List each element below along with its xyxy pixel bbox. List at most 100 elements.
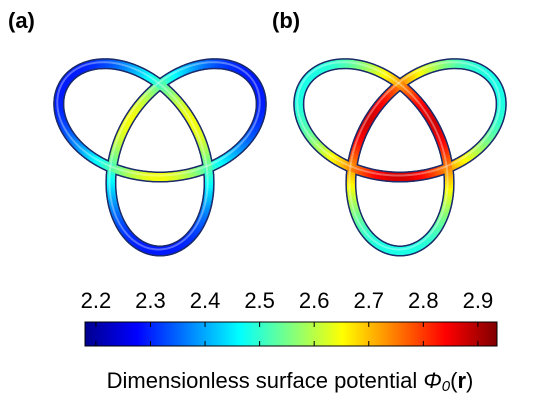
tube-shine — [496, 119, 497, 121]
tube-shine — [299, 114, 300, 116]
tube-shine — [316, 68, 318, 69]
tube-shine — [71, 138, 73, 140]
tube-shine — [357, 220, 358, 222]
tube-shine — [185, 67, 188, 68]
tube-shine — [120, 224, 121, 226]
tube-shine — [258, 90, 259, 92]
tube-shine — [498, 112, 499, 114]
label-text: Dimensionless surface potential — [107, 368, 424, 393]
knots — [57, 62, 501, 251]
tube-shine — [385, 247, 387, 248]
tube-shine — [483, 70, 485, 71]
tube-shine — [196, 131, 197, 134]
tube-shine — [445, 159, 446, 162]
tube-shine — [258, 114, 259, 116]
tube-shine — [189, 234, 190, 236]
tube-shine — [162, 79, 164, 81]
tube-shine — [299, 117, 300, 119]
tube-shine — [495, 83, 496, 85]
tube-shine — [373, 240, 375, 241]
tube-shine — [244, 71, 246, 72]
tube-shine — [255, 83, 256, 85]
tick-label: 2.9 — [463, 288, 494, 313]
tube-shine — [190, 171, 193, 172]
tube-shine — [420, 69, 423, 70]
tube-shine — [306, 131, 307, 133]
colorbar — [85, 322, 497, 346]
tube-shine — [331, 156, 333, 158]
tube-shine — [136, 242, 138, 243]
tube-shine — [65, 129, 66, 131]
tube-shine — [177, 243, 179, 244]
tube-shine — [167, 75, 170, 77]
tube-shine — [239, 143, 241, 145]
tube-shine — [365, 232, 366, 234]
tube-shine — [380, 244, 382, 245]
tube-shine — [188, 235, 190, 237]
tube-shine — [382, 73, 385, 74]
tube-shine — [361, 170, 364, 171]
tube-shine — [177, 70, 180, 71]
tube-shine — [442, 146, 443, 149]
tube-shine — [417, 70, 420, 71]
tube-shine — [175, 71, 178, 72]
tube-shine — [352, 152, 353, 155]
tube-shine — [475, 66, 477, 67]
tube-shine — [428, 235, 430, 237]
tube-shine — [196, 169, 199, 170]
tube-shine — [377, 70, 380, 71]
tube-shine — [142, 73, 145, 74]
tube-shine — [320, 66, 322, 67]
tube-shine — [195, 226, 196, 228]
tube-shine — [369, 237, 371, 239]
tube-shine — [202, 213, 203, 215]
tube-shine — [119, 64, 122, 65]
tube-shine — [127, 172, 130, 173]
tube-shine — [253, 125, 254, 127]
tube-shine — [128, 235, 130, 237]
tube-shine — [433, 228, 434, 230]
tube-shine — [101, 162, 104, 163]
tube-shine — [358, 169, 361, 170]
tube-shine — [464, 156, 466, 158]
tube-shine — [444, 205, 445, 208]
tube-shine — [497, 117, 498, 119]
tube-shine — [445, 202, 446, 205]
tube-shine — [184, 238, 186, 239]
tube-shine — [374, 69, 377, 70]
tube-shine — [443, 208, 444, 211]
tube-shine — [251, 78, 252, 80]
tube-shine — [208, 164, 211, 165]
tube-shine — [359, 222, 360, 224]
tube-shine — [122, 65, 125, 66]
tube-shine — [111, 159, 112, 162]
tube-shine — [69, 136, 71, 138]
tube-shine — [190, 65, 193, 66]
panel-label: (b) — [272, 8, 300, 33]
tube-shine — [193, 228, 194, 230]
tube-shine — [440, 217, 441, 219]
tube-shine — [383, 246, 385, 247]
tube-shine — [183, 240, 185, 241]
tube-shine — [145, 74, 148, 75]
colorbar-label: Dimensionless surface potential Φ0(r) — [107, 368, 474, 395]
tube-shine — [147, 75, 150, 77]
tube-shine — [304, 78, 305, 80]
tube-shine — [303, 80, 304, 82]
tube-shine — [349, 166, 352, 167]
tube-shine — [385, 74, 388, 75]
tube-shine — [492, 127, 493, 129]
tube-shine — [78, 67, 80, 68]
tube-shine — [362, 126, 363, 129]
tube-shine — [112, 205, 113, 208]
tube-shine — [360, 224, 361, 226]
tube-shine — [306, 77, 307, 78]
tube-shine — [353, 208, 354, 211]
tube-shine — [203, 208, 204, 211]
tube-shine — [115, 215, 116, 217]
tube-shine — [241, 142, 243, 144]
tube-shine — [477, 67, 479, 68]
tube-shine — [235, 66, 237, 67]
tube-shine — [202, 210, 203, 212]
tube-shine — [258, 112, 259, 114]
